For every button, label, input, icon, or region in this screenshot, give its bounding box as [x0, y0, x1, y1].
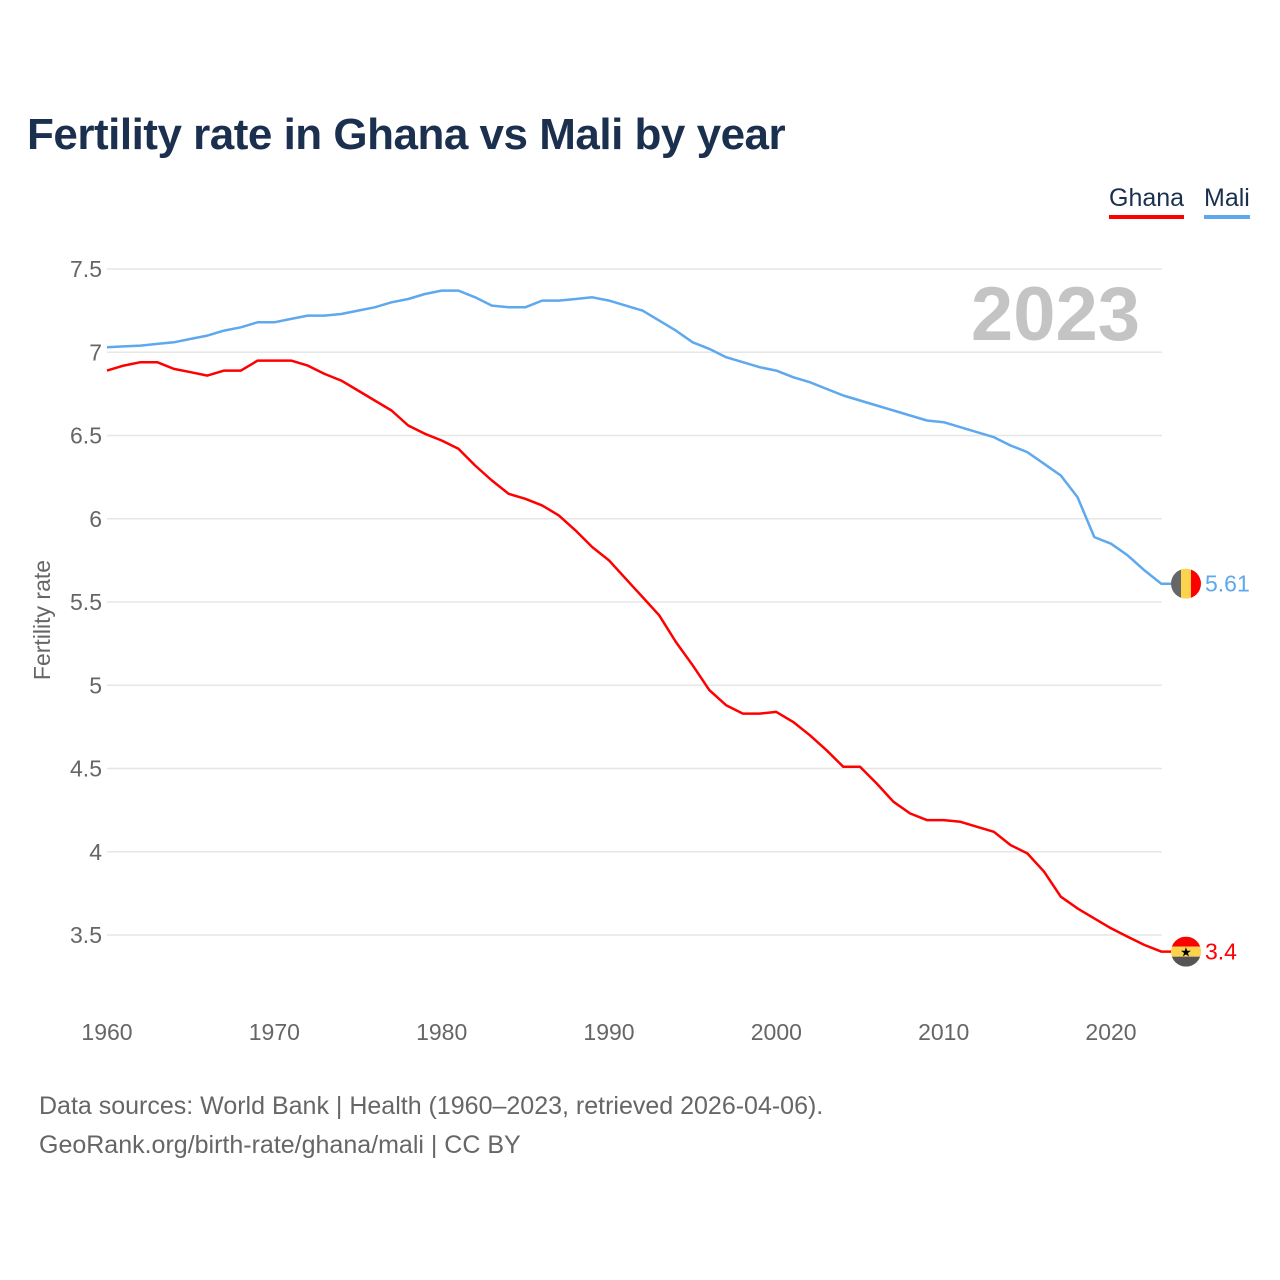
y-tick-label: 7: [89, 339, 102, 365]
x-tick-label: 2020: [1085, 1019, 1136, 1045]
mali-flag-icon: [1171, 568, 1201, 599]
y-tick-label: 5: [89, 672, 102, 698]
y-tick-label: 4.5: [70, 756, 102, 782]
source-link[interactable]: GeoRank.org/birth-rate/ghana/mali | CC B…: [39, 1131, 521, 1159]
series-line-ghana: [106, 359, 1174, 953]
y-tick-label: 6: [89, 506, 102, 532]
y-axis-label: Fertility rate: [29, 560, 55, 680]
x-tick-label: 1990: [583, 1019, 634, 1045]
footer: Data sources: World Bank | Health (1960–…: [39, 1087, 823, 1165]
y-tick-label: 5.5: [70, 589, 102, 615]
x-tick-label: 1970: [249, 1019, 300, 1045]
source-note: Data sources: World Bank | Health (1960–…: [39, 1092, 824, 1120]
legend-mali[interactable]: Mali: [1204, 184, 1250, 219]
series-line-mali: [106, 289, 1174, 585]
chart-title: Fertility rate in Ghana vs Mali by year: [27, 110, 786, 159]
legend-label: Ghana: [1109, 184, 1185, 212]
y-tick-label: 3.5: [70, 922, 102, 948]
year-watermark: 2023: [971, 272, 1140, 357]
x-tick-label: 1980: [416, 1019, 467, 1045]
y-tick-label: 4: [89, 839, 102, 865]
x-tick-label: 2000: [751, 1019, 802, 1045]
legend-ghana[interactable]: Ghana: [1109, 184, 1185, 219]
end-value-label: 5.61: [1205, 571, 1250, 597]
legend-label: Mali: [1204, 184, 1250, 212]
ghana-flag-icon: ★: [1171, 936, 1201, 967]
x-tick-label: 2010: [918, 1019, 969, 1045]
y-tick-label: 6.5: [70, 423, 102, 449]
end-value-label: 3.4: [1205, 939, 1237, 965]
y-tick-label: 7.5: [70, 256, 102, 282]
x-tick-label: 1960: [81, 1019, 132, 1045]
svg-text:★: ★: [1180, 945, 1192, 960]
